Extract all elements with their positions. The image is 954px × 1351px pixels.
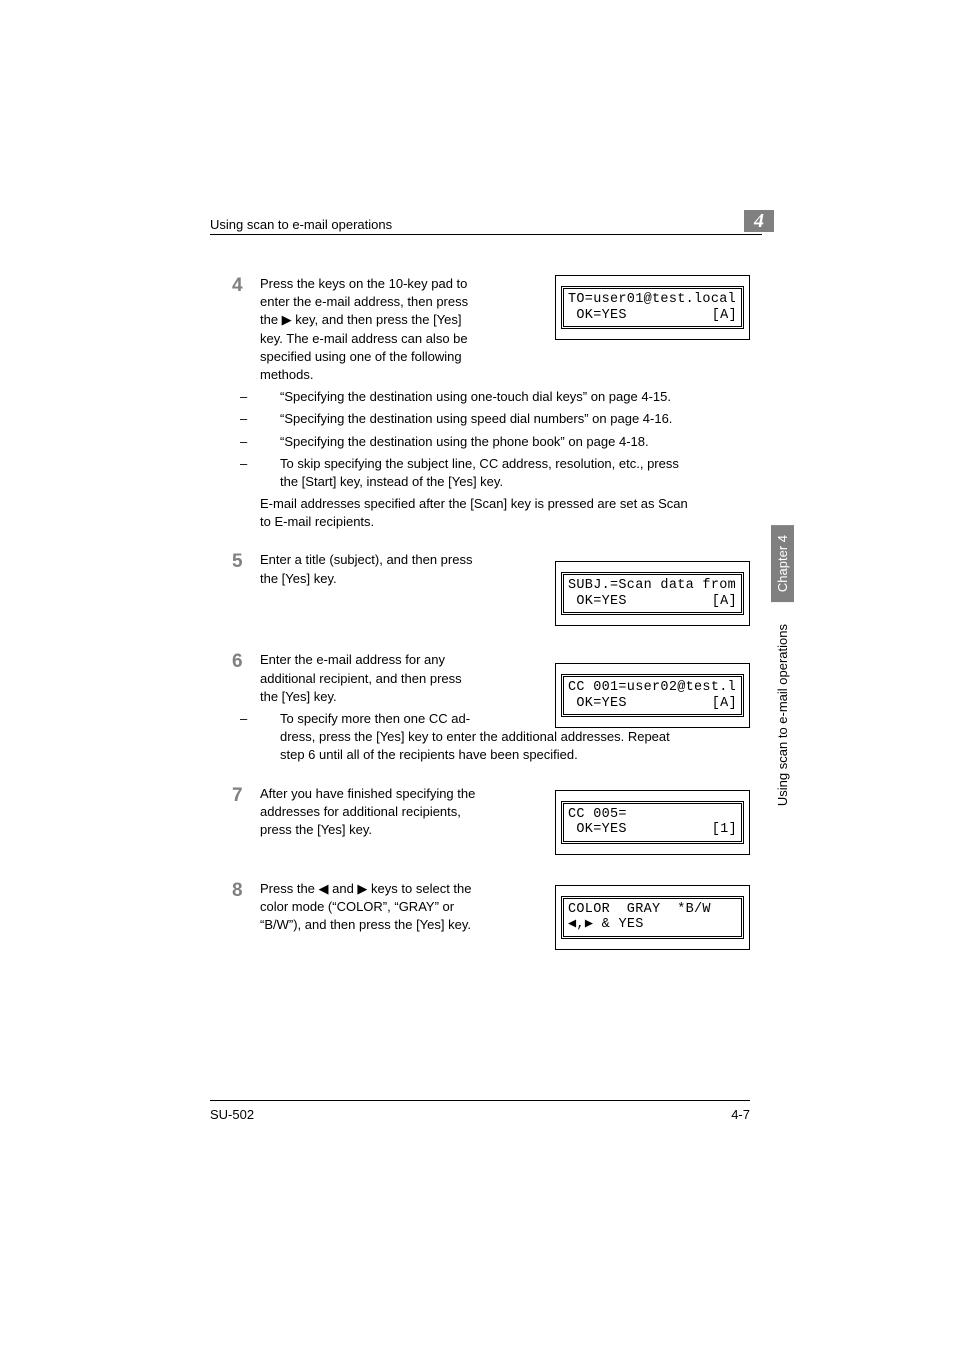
lcd-screen: SUBJ.=Scan data from OK=YES[A] <box>561 572 744 615</box>
lcd-display: COLOR GRAY *B/W◀,▶ & YES <box>555 885 750 950</box>
lcd-screen: TO=user01@test.local OK=YES[A] <box>561 286 744 329</box>
lcd-display: SUBJ.=Scan data from OK=YES[A] <box>555 561 750 626</box>
footer-model: SU-502 <box>210 1107 254 1122</box>
lcd-screen: CC 001=user02@test.l OK=YES[A] <box>561 674 744 717</box>
step-number: 8 <box>210 880 260 955</box>
step-6: 6 Enter the e-mail address for any addit… <box>210 651 750 764</box>
step-text: Enter a title (subject), and then press … <box>260 551 482 587</box>
lcd-screen: CC 005= OK=YES[1] <box>561 801 744 844</box>
side-tabs: Chapter 4 Using scan to e-mail operation… <box>771 525 794 816</box>
bullet-item: –To skip specifying the subject line, CC… <box>260 455 690 491</box>
page-header: Using scan to e-mail operations 4 <box>210 210 762 235</box>
step-bullets: –“Specifying the destination using one-t… <box>260 388 690 491</box>
lcd-display: CC 005= OK=YES[1] <box>555 790 750 855</box>
step-text: Press the keys on the 10-key pad to ente… <box>260 275 482 384</box>
chapter-tab: Chapter 4 <box>771 525 794 602</box>
page-content: Using scan to e-mail operations 4 4 Pres… <box>210 210 750 975</box>
step-number: 5 <box>210 551 260 631</box>
step-text: Press the ◀ and ▶ keys to select the col… <box>260 880 482 935</box>
step-number: 7 <box>210 785 260 860</box>
step-after-text: E-mail addresses specified after the [Sc… <box>260 495 690 531</box>
lcd-screen: COLOR GRAY *B/W◀,▶ & YES <box>561 896 744 939</box>
step-4: 4 Press the keys on the 10-key pad to en… <box>210 275 750 531</box>
step-text: Enter the e-mail address for any additio… <box>260 651 482 706</box>
section-tab: Using scan to e-mail operations <box>771 614 794 816</box>
chapter-number-box: 4 <box>744 210 774 232</box>
bullet-continuation: dress, press the [Yes] key to enter the … <box>260 728 690 764</box>
step-number: 4 <box>210 275 260 531</box>
bullet-item: –“Specifying the destination using one-t… <box>260 388 690 406</box>
bullet-item: –To specify more then one CC ad- <box>260 710 482 728</box>
lcd-display: TO=user01@test.local OK=YES[A] <box>555 275 750 340</box>
page-footer: SU-502 4-7 <box>210 1100 750 1122</box>
header-title: Using scan to e-mail operations <box>210 217 392 232</box>
step-8: 8 Press the ◀ and ▶ keys to select the c… <box>210 880 750 955</box>
content-area: 4 Press the keys on the 10-key pad to en… <box>210 275 750 955</box>
bullet-item: –“Specifying the destination using the p… <box>260 433 690 451</box>
step-text: After you have finished specifying the a… <box>260 785 482 840</box>
bullet-item: –“Specifying the destination using speed… <box>260 410 690 428</box>
footer-page-number: 4-7 <box>731 1107 750 1122</box>
step-5: 5 Enter a title (subject), and then pres… <box>210 551 750 631</box>
step-7: 7 After you have finished specifying the… <box>210 785 750 860</box>
lcd-display: CC 001=user02@test.l OK=YES[A] <box>555 663 750 728</box>
step-number: 6 <box>210 651 260 764</box>
